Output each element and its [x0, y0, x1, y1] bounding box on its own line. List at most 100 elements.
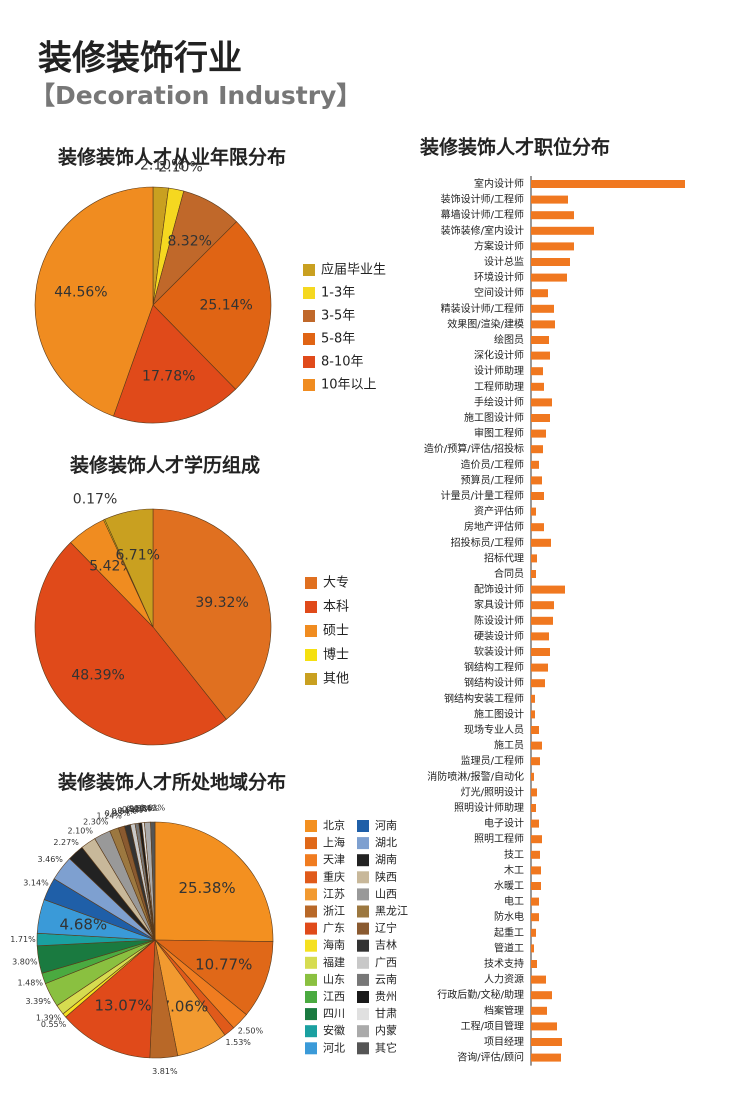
bar — [531, 757, 540, 766]
legend-label: 应届毕业生 — [321, 262, 386, 278]
legend-swatch — [305, 1008, 317, 1021]
bar — [531, 694, 535, 703]
legend-label: 四川 — [323, 1007, 345, 1020]
value-label: 0.61% — [140, 804, 166, 813]
value-label: 39.32% — [195, 595, 248, 611]
bar — [531, 445, 543, 454]
bar — [531, 804, 536, 812]
value-label: 3.80% — [12, 958, 38, 967]
category-label: 咨询/评估/顾问 — [457, 1051, 524, 1064]
legend-label: 8-10年 — [321, 355, 364, 370]
bar — [531, 866, 541, 875]
chart-title: 装修装饰人才从业年限分布 — [57, 146, 286, 169]
value-label: 2.10% — [68, 827, 94, 836]
pie-slice — [104, 508, 154, 628]
pie-slice — [34, 186, 154, 417]
legend-swatch — [357, 1042, 369, 1055]
legend-label: 10年以上 — [321, 378, 377, 393]
bar — [531, 289, 548, 298]
category-label: 灯光/照明设计 — [461, 785, 524, 798]
bar — [531, 523, 544, 532]
chart-title: 装修装饰人才职位分布 — [419, 136, 610, 159]
category-label: 室内设计师 — [474, 177, 524, 190]
category-label: 幕墙设计师/工程师 — [441, 208, 524, 221]
category-label: 水暖工 — [494, 879, 524, 892]
legend-label: 博士 — [323, 648, 349, 663]
pie-slice — [65, 939, 156, 1059]
legend-swatch — [303, 287, 315, 299]
category-label: 人力资源 — [484, 973, 524, 986]
legend-label: 海南 — [323, 938, 345, 952]
legend-label: 天津 — [323, 853, 345, 866]
category-label: 深化设计师 — [474, 349, 524, 362]
value-label: 2.10% — [158, 160, 202, 176]
category-label: 监理员/工程师 — [461, 754, 524, 767]
bar — [531, 632, 549, 641]
legend-swatch — [305, 905, 317, 918]
bar — [531, 585, 565, 594]
bar — [531, 928, 536, 937]
pie-slice — [154, 939, 274, 1016]
value-label: 8.32% — [167, 234, 211, 250]
legend-label: 3-5年 — [321, 309, 355, 324]
category-label: 工程/项目管理 — [461, 1019, 524, 1032]
pie-slice — [113, 304, 237, 424]
category-label: 手绘设计师 — [474, 395, 524, 408]
bar — [531, 616, 553, 625]
bar — [531, 273, 567, 282]
legend-swatch — [305, 888, 317, 901]
legend-label: 江西 — [323, 990, 345, 1003]
legend-label: 广西 — [375, 956, 397, 969]
legend-label: 河北 — [323, 1041, 345, 1054]
value-label: 7.06% — [161, 997, 209, 1015]
category-label: 施工图设计 — [474, 707, 524, 720]
category-label: 空间设计师 — [474, 286, 524, 299]
value-label: 0.17% — [73, 492, 117, 508]
legend-label: 山东 — [323, 973, 345, 986]
value-label: 17.78% — [142, 368, 195, 384]
bar — [531, 960, 537, 968]
value-label: 25.38% — [178, 879, 235, 897]
legend-label: 陕西 — [375, 869, 397, 883]
bar — [531, 819, 539, 828]
pie-slice — [34, 542, 227, 746]
category-label: 陈设设计师 — [474, 614, 524, 627]
legend-label: 1-3年 — [321, 286, 355, 301]
bar — [531, 772, 534, 781]
legend-swatch — [357, 1025, 369, 1038]
legend-swatch — [305, 871, 317, 884]
value-label: 0.41% — [126, 805, 152, 814]
category-label: 造价员/工程师 — [461, 458, 524, 471]
category-label: 电子设计 — [484, 817, 524, 830]
category-label: 防水电 — [494, 910, 524, 923]
category-label: 钢结构安装工程师 — [444, 692, 524, 705]
bar — [531, 788, 537, 797]
category-label: 家具设计师 — [474, 598, 524, 611]
category-label: 起重工 — [494, 926, 524, 939]
value-label: 2.10% — [140, 157, 184, 173]
category-label: 造价/预算/评估/招投标 — [424, 442, 524, 455]
category-label: 钢结构工程师 — [464, 661, 524, 674]
bar — [531, 1038, 562, 1046]
value-label: 2.30% — [83, 818, 109, 827]
value-label: 25.14% — [199, 297, 252, 313]
category-label: 房地产评估师 — [464, 520, 524, 533]
legend-swatch — [305, 922, 317, 935]
legend-swatch — [305, 973, 317, 986]
category-label: 方案设计师 — [474, 239, 524, 252]
legend-swatch — [305, 577, 317, 589]
value-label: 1.24% — [96, 812, 122, 821]
pie-slice — [152, 221, 272, 390]
category-label: 招标代理 — [484, 551, 524, 564]
bar — [531, 897, 539, 906]
bar — [531, 460, 539, 469]
legend-swatch — [357, 820, 369, 832]
legend-swatch — [357, 922, 369, 935]
bar — [531, 414, 550, 422]
legend-label: 河南 — [375, 819, 397, 832]
chart-title: 装修装饰人才学历组成 — [69, 454, 260, 477]
bar — [531, 304, 554, 313]
value-label: 10.77% — [195, 956, 252, 974]
legend-swatch — [305, 837, 317, 850]
